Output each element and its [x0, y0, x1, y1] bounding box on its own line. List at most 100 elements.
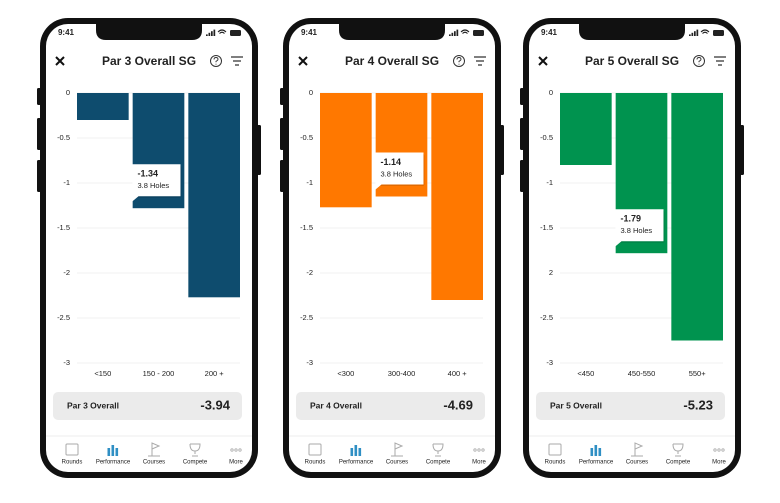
nav-item[interactable]: Courses: [626, 442, 648, 466]
nav-icon: [308, 443, 322, 456]
x-tick-label: 400 +: [448, 369, 468, 378]
nav-icon: [713, 448, 717, 452]
y-tick-label: -1: [546, 178, 553, 187]
y-tick-label: -2: [306, 268, 313, 277]
y-tick-label: -3: [306, 358, 313, 367]
y-tick-label: -2.5: [300, 313, 313, 322]
filter-button[interactable]: [474, 56, 486, 66]
nav-icon: [598, 448, 602, 456]
bar: [671, 93, 723, 341]
nav-icon: [234, 448, 238, 452]
nav-item[interactable]: More: [472, 448, 486, 466]
nav-item[interactable]: Compete: [426, 443, 451, 466]
x-tick-label: 550+: [689, 369, 707, 378]
signal-bar: [206, 34, 208, 36]
status-time: 9:41: [58, 28, 75, 37]
x-tick-label: 150 - 200: [143, 369, 175, 378]
nav-label: More: [472, 460, 486, 466]
nav-icon: [350, 448, 354, 456]
nav-item[interactable]: Courses: [386, 442, 408, 466]
nav-item[interactable]: Compete: [183, 443, 208, 466]
nav-item[interactable]: Performance: [96, 445, 131, 466]
nav-item[interactable]: Performance: [579, 445, 614, 466]
nav-label: Performance: [339, 460, 374, 466]
tooltip: [132, 164, 181, 202]
summary-label: Par 4 Overall: [310, 400, 362, 410]
nav-label: Courses: [386, 460, 408, 466]
bar: [431, 93, 483, 300]
x-tick-label: 200 +: [205, 369, 225, 378]
filter-button[interactable]: [231, 56, 243, 66]
nav-icon: [590, 448, 594, 456]
y-tick-label: -0.5: [57, 133, 70, 142]
signal-bar: [456, 29, 459, 36]
summary-value: -3.94: [200, 397, 230, 412]
phone: 9:41 Par 4 Overall SG 0 -0.5 -1 -1.5 -2 -2.5 -3 <…: [280, 18, 504, 478]
bar: [188, 93, 240, 298]
nav-label: Rounds: [545, 460, 566, 466]
y-tick-label: -1.5: [540, 223, 553, 232]
bar: [77, 93, 129, 120]
nav-item[interactable]: Rounds: [545, 443, 566, 466]
nav-label: Rounds: [62, 460, 83, 466]
help-button[interactable]: [453, 55, 465, 67]
nav-item[interactable]: More: [712, 448, 726, 466]
x-tick-label: <450: [577, 369, 594, 378]
nav-icon: [238, 448, 242, 452]
x-tick-label: 450-550: [628, 369, 656, 378]
nav-label: Courses: [143, 460, 165, 466]
help-mark: [696, 57, 702, 65]
summary-value: -4.69: [443, 397, 473, 412]
nav-item[interactable]: More: [229, 448, 243, 466]
y-tick-label: -3: [546, 358, 553, 367]
nav-icon: [477, 448, 481, 452]
nav-item[interactable]: Courses: [143, 442, 165, 466]
summary-box: [296, 392, 485, 420]
nav-icon: [111, 445, 115, 456]
nav-item[interactable]: Performance: [339, 445, 374, 466]
nav-icon: [672, 443, 684, 457]
nav-icon: [548, 443, 562, 456]
close-button[interactable]: [538, 56, 548, 66]
screen-title: Par 3 Overall SG: [102, 54, 196, 68]
y-tick-label: -1.5: [300, 223, 313, 232]
nav-icon: [107, 448, 111, 456]
bar: [560, 93, 612, 165]
signal-bar: [454, 31, 456, 36]
nav-icon: [594, 445, 598, 456]
help-button[interactable]: [210, 55, 222, 67]
nav-item[interactable]: Compete: [666, 443, 691, 466]
wifi-icon: [460, 29, 470, 34]
y-tick-label: -2: [63, 268, 70, 277]
tooltip: [375, 152, 424, 190]
close-button[interactable]: [55, 56, 65, 66]
help-button[interactable]: [693, 55, 705, 67]
wifi-icon: [700, 29, 710, 34]
notch: [96, 24, 202, 40]
close-button[interactable]: [298, 56, 308, 66]
filter-button[interactable]: [714, 56, 726, 66]
y-tick-label: -1.5: [57, 223, 70, 232]
signal-bar: [208, 32, 211, 36]
y-tick-label: 2: [549, 268, 553, 277]
nav-icon: [473, 448, 477, 452]
nav-icon: [148, 442, 161, 457]
battery: [230, 30, 241, 36]
nav-icon: [230, 448, 234, 452]
x-tick-label: 300-400: [388, 369, 416, 378]
summary-label: Par 5 Overall: [550, 400, 602, 410]
nav-icon: [481, 448, 485, 452]
y-tick-label: -2.5: [540, 313, 553, 322]
nav-label: Compete: [426, 460, 451, 466]
nav-label: Courses: [626, 460, 648, 466]
help-mark: [456, 57, 462, 65]
nav-label: More: [229, 460, 243, 466]
signal-bar: [696, 29, 699, 36]
nav-item[interactable]: Rounds: [305, 443, 326, 466]
y-tick-label: 0: [309, 88, 313, 97]
nav-icon: [189, 443, 201, 457]
y-tick-label: 0: [549, 88, 553, 97]
nav-icon: [115, 448, 119, 456]
nav-item[interactable]: Rounds: [62, 443, 83, 466]
